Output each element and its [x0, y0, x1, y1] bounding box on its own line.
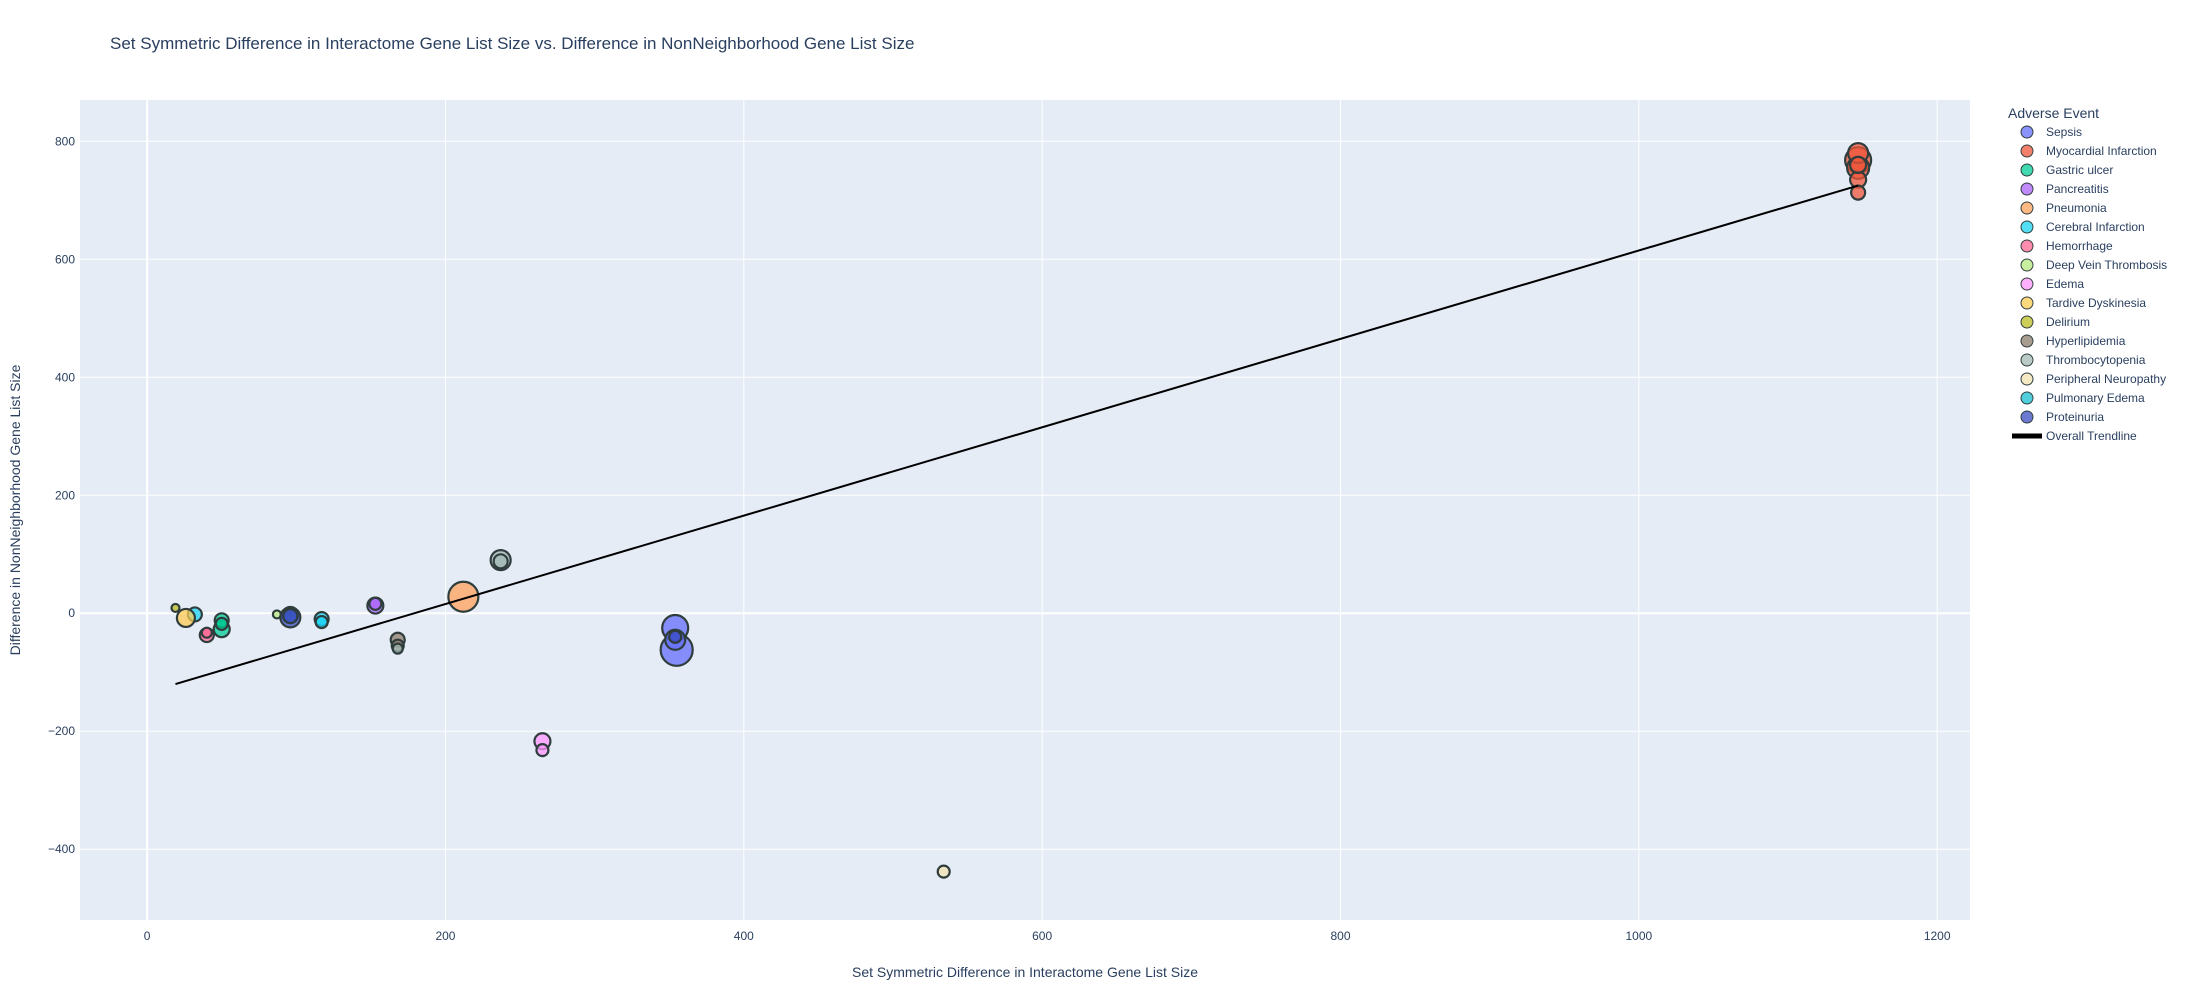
legend-item-label[interactable]: Pneumonia	[2046, 201, 2107, 215]
data-point	[200, 626, 213, 639]
y-tick-label: 400	[55, 370, 75, 384]
legend-marker[interactable]	[2020, 410, 2034, 424]
legend-item-label[interactable]: Overall Trendline	[2046, 429, 2137, 443]
x-tick-label: 400	[734, 929, 754, 943]
legend-title: Adverse Event	[2008, 105, 2099, 121]
plot-area	[80, 100, 1970, 920]
legend-item-label[interactable]: Deep Vein Thrombosis	[2046, 258, 2167, 272]
y-tick-label: 800	[55, 134, 75, 148]
legend-marker[interactable]	[2020, 258, 2034, 272]
x-tick-label: 1000	[1625, 929, 1652, 943]
legend-item-label[interactable]: Sepsis	[2046, 125, 2082, 139]
legend-item-label[interactable]: Pulmonary Edema	[2046, 391, 2145, 405]
legend-item-label[interactable]: Peripheral Neuropathy	[2046, 372, 2166, 386]
legend[interactable]: Adverse Event Sepsis Myocardial Infarctio…	[2008, 105, 2167, 443]
legend-item-label[interactable]: Cerebral Infarction	[2046, 220, 2145, 234]
legend-marker[interactable]	[2020, 296, 2034, 310]
x-tick-label: 1200	[1924, 929, 1951, 943]
data-point	[535, 743, 550, 758]
legend-marker[interactable]	[2020, 125, 2034, 139]
data-point	[668, 629, 683, 644]
legend-marker[interactable]	[2020, 239, 2034, 253]
data-markers	[170, 141, 1873, 879]
data-point	[936, 864, 951, 879]
legend-marker[interactable]	[2020, 201, 2034, 215]
legend-marker[interactable]	[2020, 144, 2034, 158]
y-tick-label: 600	[55, 252, 75, 266]
x-tick-label: 800	[1330, 929, 1350, 943]
y-tick-label: 200	[55, 488, 75, 502]
y-tick-label: −200	[48, 724, 75, 738]
gridlines	[80, 100, 1970, 920]
x-tick-label: 0	[144, 929, 151, 943]
x-tick-label: 200	[435, 929, 455, 943]
x-tick-label: 600	[1032, 929, 1052, 943]
legend-item-label[interactable]: Edema	[2046, 277, 2084, 291]
data-point	[368, 596, 383, 611]
legend-item-label[interactable]: Myocardial Infarction	[2046, 144, 2157, 158]
legend-marker[interactable]	[2020, 334, 2034, 348]
legend-marker[interactable]	[2020, 353, 2034, 367]
y-axis-title: Difference in NonNeighborhood Gene List …	[7, 364, 23, 655]
legend-marker[interactable]	[2020, 220, 2034, 234]
legend-item-label[interactable]: Proteinuria	[2046, 410, 2104, 424]
y-tick-label: −400	[48, 842, 75, 856]
x-axis-title: Set Symmetric Difference in Interactome …	[852, 964, 1198, 980]
data-point	[447, 580, 480, 613]
legend-marker[interactable]	[2020, 277, 2034, 291]
data-point	[214, 616, 229, 631]
legend-item-label[interactable]: Gastric ulcer	[2046, 163, 2113, 177]
data-point	[170, 602, 181, 614]
legend-marker[interactable]	[2020, 315, 2034, 329]
data-point	[492, 553, 509, 570]
data-point	[314, 614, 329, 630]
y-tick-label: 0	[68, 606, 75, 620]
trendline	[175, 184, 1859, 685]
legend-item-label[interactable]: Pancreatitis	[2046, 182, 2109, 196]
legend-item-label[interactable]: Thrombocytopenia	[2046, 353, 2146, 367]
data-point	[391, 642, 404, 655]
chart-title: Set Symmetric Difference in Interactome …	[110, 34, 914, 53]
trendline-line	[175, 184, 1859, 685]
legend-item-label[interactable]: Hyperlipidemia	[2046, 334, 2126, 348]
legend-item-label[interactable]: Hemorrhage	[2046, 239, 2113, 253]
data-point	[175, 607, 197, 629]
x-axis-ticks: 0 200 400 600 800 1000 1200	[144, 929, 1951, 943]
data-point	[1849, 155, 1868, 174]
legend-item-label[interactable]: Delirium	[2046, 315, 2090, 329]
legend-marker[interactable]	[2020, 163, 2034, 177]
legend-marker[interactable]	[2020, 391, 2034, 405]
legend-marker[interactable]	[2020, 372, 2034, 386]
data-point	[282, 608, 299, 625]
y-axis-ticks: −400 −200 0 200 400 600 800	[48, 134, 75, 856]
legend-item-label[interactable]: Tardive Dyskinesia	[2046, 296, 2146, 310]
legend-marker[interactable]	[2020, 182, 2034, 196]
